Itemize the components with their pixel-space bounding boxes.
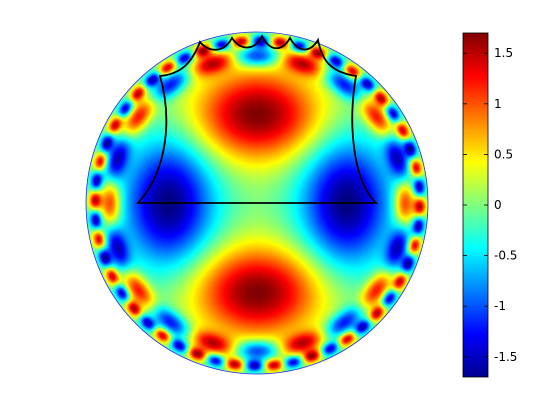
colorbar-ticks: 1.5 1 0.5 0 -0.5 -1 -1.5 [463, 46, 517, 364]
colorbar-tick-label: -1 [494, 299, 506, 313]
disk-boundary [85, 31, 429, 375]
colorbar-tick-label: 0.5 [494, 147, 513, 161]
overlay-curve [135, 33, 379, 204]
colorbar-gradient [462, 32, 489, 378]
colorbar: 1.5 1 0.5 0 -0.5 -1 -1.5 [462, 32, 517, 378]
colorbar-tick-label: -1.5 [494, 350, 517, 364]
colorbar-tick-label: 1 [494, 97, 502, 111]
colorbar-tick-label: 1.5 [494, 46, 513, 60]
colorbar-tick-label: 0 [494, 198, 502, 212]
colorbar-tick-label: -0.5 [494, 249, 517, 263]
